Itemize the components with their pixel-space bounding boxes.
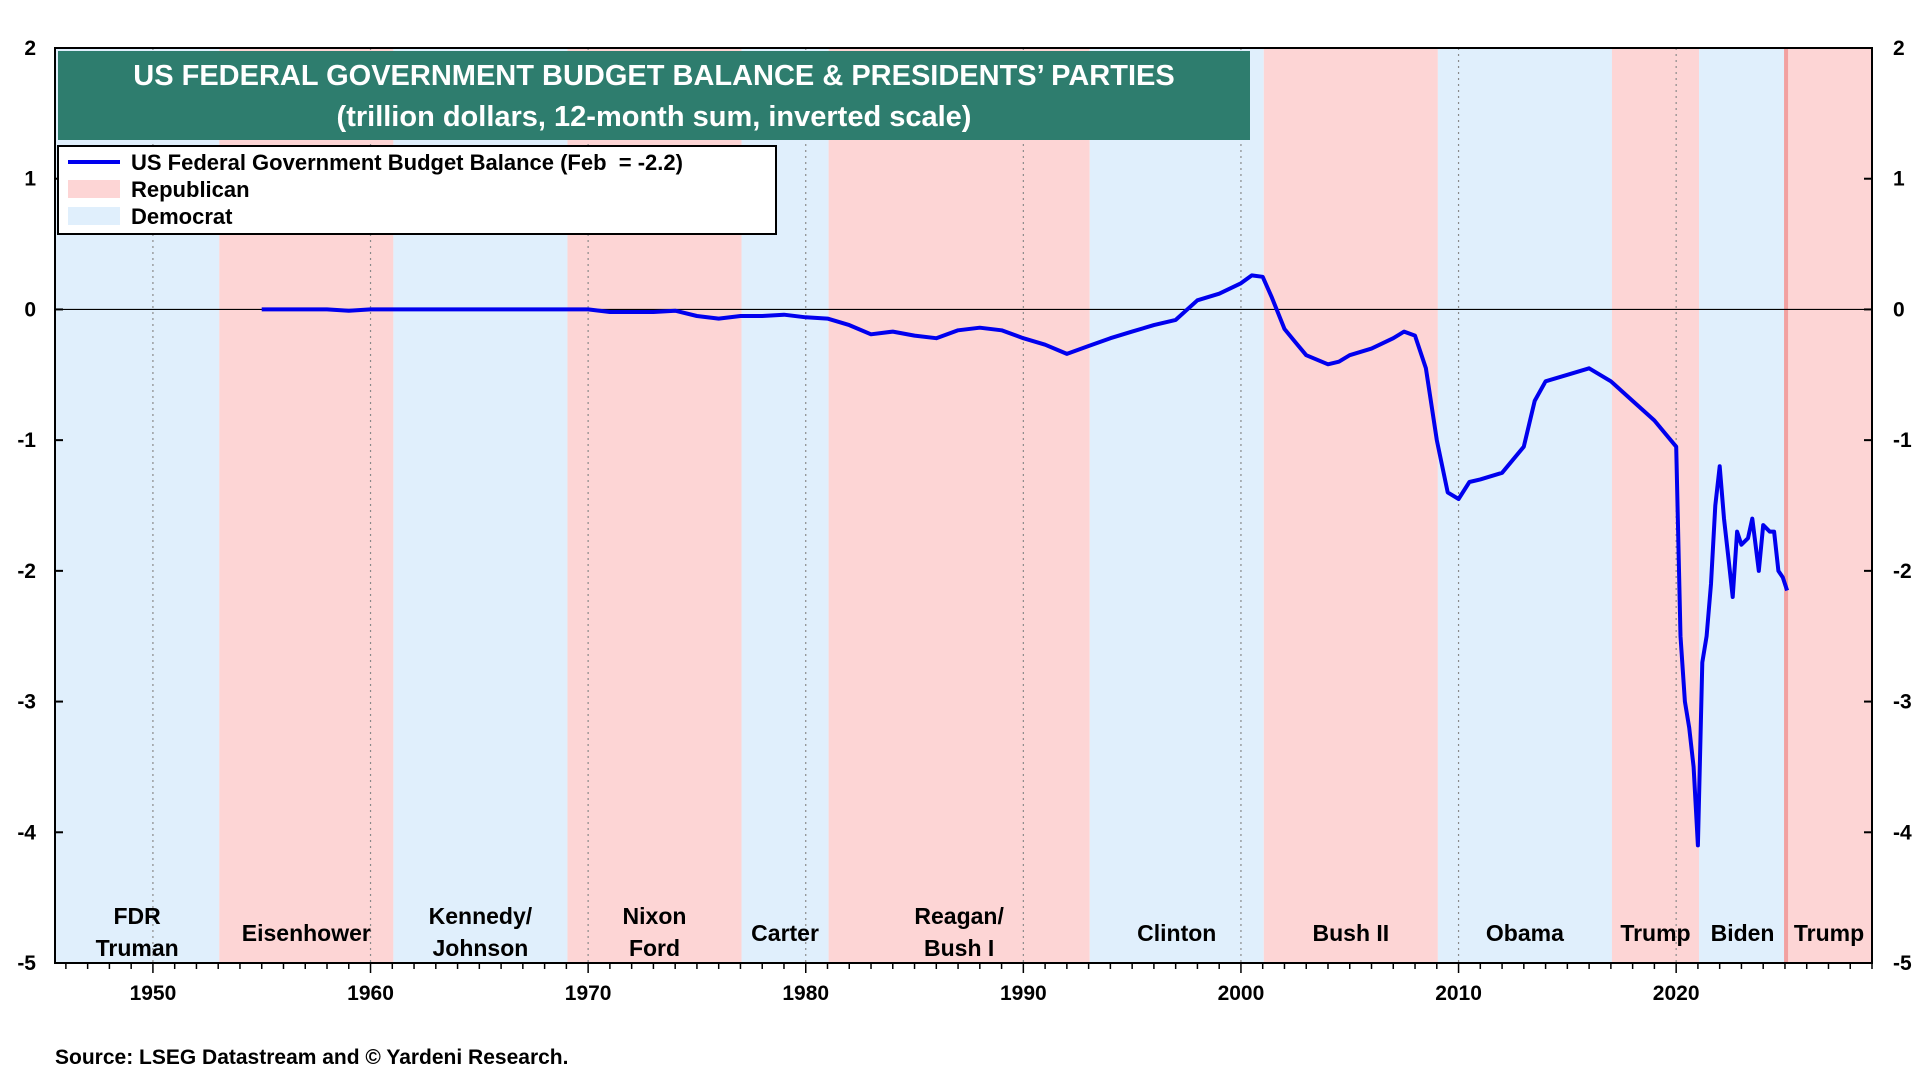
x-tick-label: 2000 xyxy=(1218,982,1265,1005)
legend-swatch-republican xyxy=(68,180,120,198)
presidency-band xyxy=(1089,48,1264,963)
x-tick-label: 1950 xyxy=(130,982,177,1005)
chart-title: US FEDERAL GOVERNMENT BUDGET BALANCE & P… xyxy=(133,60,1174,92)
president-label: Nixon xyxy=(623,903,687,929)
president-label: Reagan/ xyxy=(914,903,1004,929)
presidency-band xyxy=(828,48,1090,963)
x-tick-label: 1960 xyxy=(347,982,394,1005)
presidency-band xyxy=(1437,48,1612,963)
y-tick-label-right: -3 xyxy=(1893,691,1912,714)
grid-lines xyxy=(55,48,1872,963)
presidency-band xyxy=(1699,48,1787,963)
presidency-band xyxy=(1263,48,1438,963)
y-tick-label-left: 1 xyxy=(24,168,36,191)
president-label: Bush II xyxy=(1313,920,1390,946)
y-tick-label-right: 0 xyxy=(1893,298,1905,321)
y-tick-label-right: 1 xyxy=(1893,168,1905,191)
president-label: Johnson xyxy=(432,935,528,961)
series-line xyxy=(261,273,1790,848)
x-tick-label: 2020 xyxy=(1653,982,1700,1005)
president-label: Bush I xyxy=(924,935,994,961)
legend-label-democrat: Democrat xyxy=(131,204,233,229)
president-label: FDR xyxy=(114,903,162,929)
axis-ticks: 2 2 1 1 0 0 -1 -1 -2 -2 -3 -3 -4 -4 -5 -5 1950 1960 1970 19… xyxy=(17,37,1912,1005)
y-tick-label-left: -2 xyxy=(17,560,36,583)
series-layer xyxy=(261,273,1790,848)
y-tick-label-left: 2 xyxy=(24,37,36,60)
y-tick-label-right: -2 xyxy=(1893,560,1912,583)
president-label: Truman xyxy=(96,935,179,961)
legend-box xyxy=(57,145,777,235)
title-background xyxy=(58,51,1250,140)
y-tick-label-right: -1 xyxy=(1893,429,1912,452)
y-tick-label-left: -3 xyxy=(17,691,36,714)
y-tick-label-right: -4 xyxy=(1893,821,1912,844)
y-tick-label-left: -4 xyxy=(17,821,36,844)
president-label: Biden xyxy=(1711,920,1775,946)
title-box: US FEDERAL GOVERNMENT BUDGET BALANCE & P… xyxy=(58,51,1250,140)
y-tick-label-right: -5 xyxy=(1893,952,1912,975)
legend: US Federal Government Budget Balance (Fe… xyxy=(57,145,777,235)
president-label: Ford xyxy=(629,935,680,961)
plot-frame xyxy=(54,47,1873,964)
president-label: Carter xyxy=(751,920,819,946)
presidency-band xyxy=(1786,48,1872,963)
president-label: Obama xyxy=(1486,920,1564,946)
source-note: Source: LSEG Datastream and © Yardeni Re… xyxy=(55,1046,568,1069)
y-tick-label-left: -5 xyxy=(17,952,36,975)
president-label: Trump xyxy=(1620,920,1690,946)
x-tick-label: 1980 xyxy=(782,982,829,1005)
x-tick-label: 1970 xyxy=(565,982,612,1005)
legend-label-republican: Republican xyxy=(131,177,250,202)
president-label: Clinton xyxy=(1137,920,1216,946)
y-tick-label-left: 0 xyxy=(24,298,36,321)
legend-label-series: US Federal Government Budget Balance (Fe… xyxy=(131,150,683,175)
president-label: Eisenhower xyxy=(242,920,371,946)
presidency-band xyxy=(1611,48,1700,963)
y-tick-label-left: -1 xyxy=(17,429,36,452)
y-tick-label-right: 2 xyxy=(1893,37,1905,60)
chart-subtitle: (trillion dollars, 12-month sum, inverte… xyxy=(337,101,972,133)
president-label: Trump xyxy=(1794,920,1864,946)
legend-swatch-democrat xyxy=(68,207,120,225)
x-tick-label: 1990 xyxy=(1000,982,1047,1005)
president-label: Kennedy/ xyxy=(429,903,533,929)
x-tick-label: 2010 xyxy=(1435,982,1482,1005)
president-labels: FDR Truman Eisenhower Kennedy/Johnson Nixon F… xyxy=(96,903,1865,961)
